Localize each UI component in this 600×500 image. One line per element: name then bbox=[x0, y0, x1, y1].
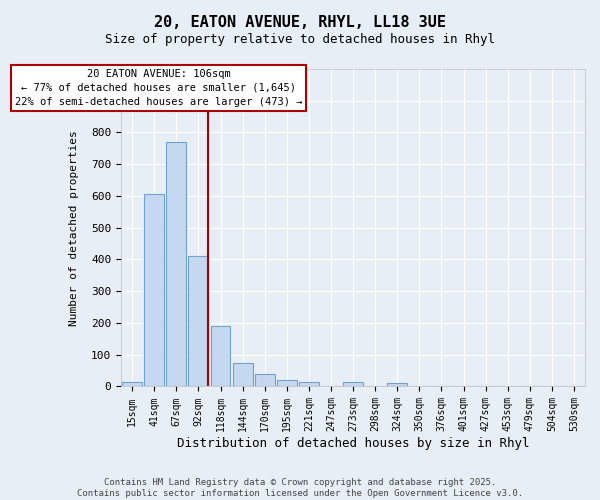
Bar bbox=[233, 362, 253, 386]
Bar bbox=[211, 326, 230, 386]
Bar bbox=[188, 256, 208, 386]
Bar bbox=[255, 374, 275, 386]
Y-axis label: Number of detached properties: Number of detached properties bbox=[69, 130, 79, 326]
Bar bbox=[122, 382, 142, 386]
Bar bbox=[166, 142, 186, 386]
Bar bbox=[277, 380, 297, 386]
Bar bbox=[387, 382, 407, 386]
Text: Size of property relative to detached houses in Rhyl: Size of property relative to detached ho… bbox=[105, 32, 495, 46]
Bar bbox=[145, 194, 164, 386]
Text: Contains HM Land Registry data © Crown copyright and database right 2025.
Contai: Contains HM Land Registry data © Crown c… bbox=[77, 478, 523, 498]
Bar bbox=[299, 382, 319, 386]
Bar bbox=[343, 382, 363, 386]
X-axis label: Distribution of detached houses by size in Rhyl: Distribution of detached houses by size … bbox=[177, 437, 529, 450]
Text: 20, EATON AVENUE, RHYL, LL18 3UE: 20, EATON AVENUE, RHYL, LL18 3UE bbox=[154, 15, 446, 30]
Text: 20 EATON AVENUE: 106sqm
← 77% of detached houses are smaller (1,645)
22% of semi: 20 EATON AVENUE: 106sqm ← 77% of detache… bbox=[15, 69, 302, 107]
